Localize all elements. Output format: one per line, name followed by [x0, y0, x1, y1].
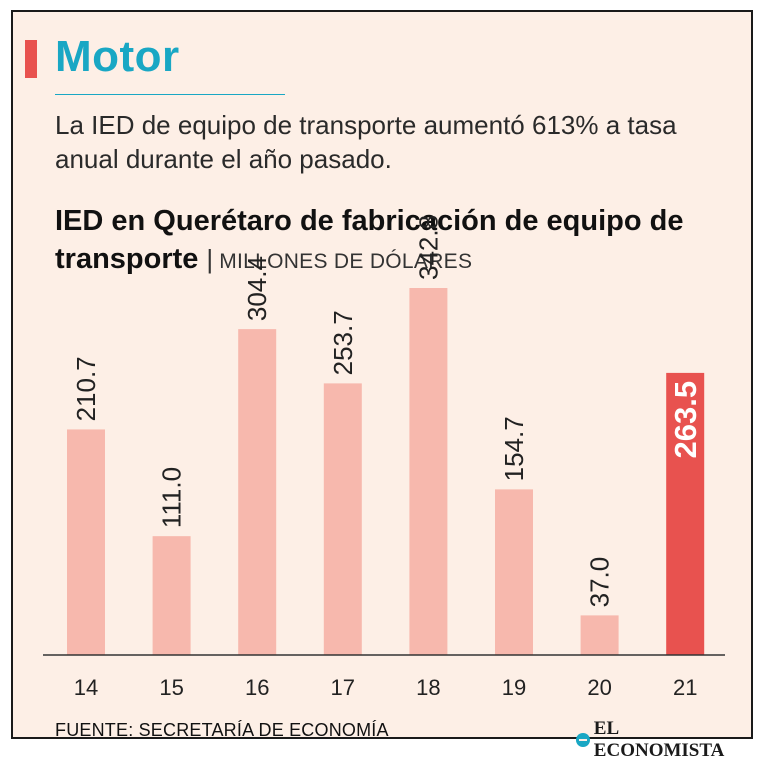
- data-label-16: 304.4: [242, 256, 272, 321]
- x-tick-14: 14: [74, 675, 98, 700]
- data-label-17: 253.7: [328, 310, 358, 375]
- accent-bar: [25, 40, 37, 78]
- logo-text: EL ECONOMISTA: [593, 718, 725, 761]
- bar-19: [495, 489, 533, 655]
- data-label-14: 210.7: [71, 356, 101, 421]
- bar-16: [238, 329, 277, 655]
- source-note: FUENTE: SECRETARÍA DE ECONOMÍA: [55, 720, 389, 740]
- publisher-logo: EL ECONOMISTA: [576, 718, 751, 762]
- bar-20: [580, 615, 619, 655]
- bar-14: [67, 429, 105, 655]
- x-tick-15: 15: [159, 675, 183, 700]
- bar-17: [323, 383, 362, 655]
- infographic-card: Motor La IED de equipo de transporte aum…: [11, 10, 753, 761]
- x-tick-20: 20: [587, 675, 611, 700]
- data-label-20: 37.0: [585, 557, 615, 608]
- title-separator: |: [206, 244, 214, 274]
- bar-18: [409, 288, 448, 655]
- data-label-18: 342.8: [413, 215, 443, 280]
- title-rule: [55, 94, 285, 95]
- section-title: Motor: [55, 32, 180, 81]
- bar-21: [666, 372, 705, 655]
- x-tick-18: 18: [416, 675, 440, 700]
- el-economista-logo-icon: [576, 733, 590, 747]
- x-tick-21: 21: [673, 675, 697, 700]
- data-label-15: 111.0: [157, 467, 187, 528]
- chart-title: IED en Querétaro de fabricación de equip…: [55, 202, 745, 281]
- bar-15: [152, 536, 191, 655]
- subtitle: La IED de equipo de transporte aumentó 6…: [55, 110, 677, 174]
- data-label-21: 263.5: [668, 381, 703, 459]
- x-tick-19: 19: [502, 675, 526, 700]
- chart-title-text: IED en Querétaro de fabricación de equip…: [55, 205, 684, 275]
- bar-chart: 210.7 14 111.0 15 304.4 16 253.7 17 342.8 18 154.7…: [43, 215, 725, 700]
- chart-units: MILLONES DE DÓLARES: [219, 250, 473, 273]
- x-tick-17: 17: [331, 675, 355, 700]
- x-tick-16: 16: [245, 675, 269, 700]
- data-label-19: 154.7: [499, 416, 529, 481]
